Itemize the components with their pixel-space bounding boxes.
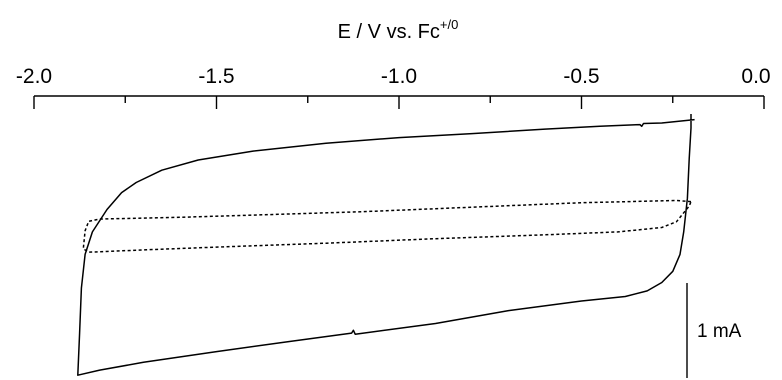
x-tick-label: -2.0 xyxy=(16,65,52,88)
scale-bar-label: 1 mA xyxy=(697,321,742,342)
x-tick-label: 0.0 xyxy=(741,65,770,88)
series-dotted-cv-curve xyxy=(82,199,692,253)
x-axis xyxy=(33,95,765,109)
current-scale-bar: 1 mA xyxy=(686,283,742,378)
x-axis-title: E / V vs. Fc+/0 xyxy=(338,17,459,43)
x-tick-label: -1.0 xyxy=(381,65,417,88)
x-axis-title-main: E / V vs. Fc xyxy=(338,21,440,43)
x-tick-labels: -2.0 -1.5 -1.0 -0.5 0.0 xyxy=(16,65,771,88)
svg-text:E / V vs. Fc+/0: E / V vs. Fc+/0 xyxy=(338,17,459,43)
x-axis-title-superscript: +/0 xyxy=(440,17,458,32)
series-layer xyxy=(77,114,695,376)
x-tick-label: -1.5 xyxy=(198,65,234,88)
series-solid-cv-curve xyxy=(77,114,695,376)
x-tick-label: -0.5 xyxy=(563,65,599,88)
